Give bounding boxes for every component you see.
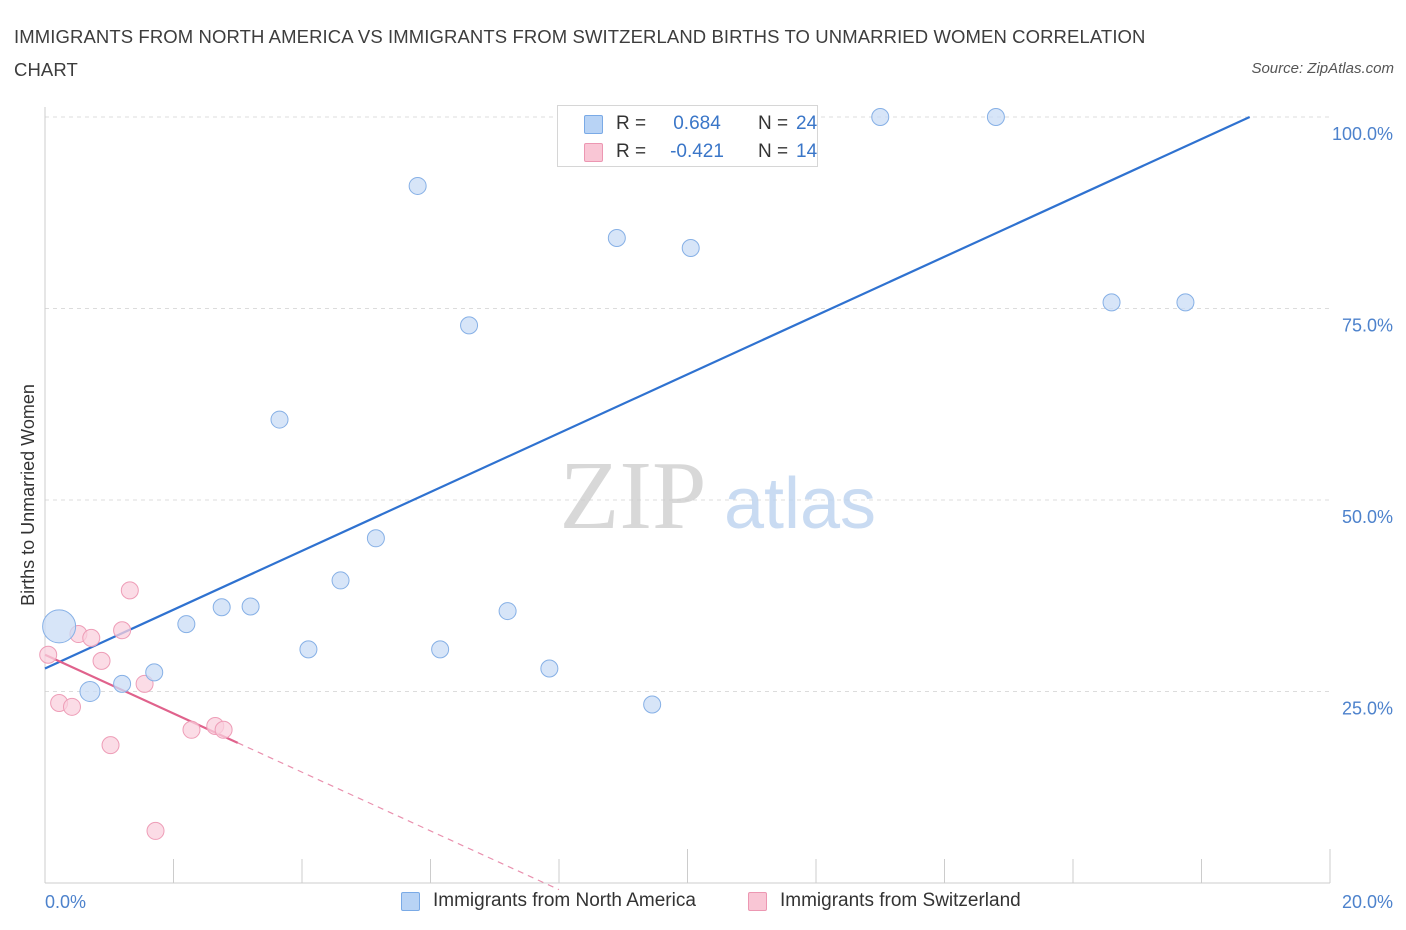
point-north-america	[145, 663, 164, 682]
point-north-america	[540, 659, 559, 678]
point-switzerland	[62, 697, 81, 716]
legend-n-label: N =	[758, 141, 789, 162]
watermark-atlas: atlas	[724, 464, 876, 544]
legend-n-value: 24	[796, 113, 818, 134]
legend-r-value: -0.421	[670, 141, 724, 162]
point-north-america	[607, 229, 626, 248]
point-switzerland	[120, 581, 139, 600]
trend-line-switzerland-extrapolated	[237, 742, 560, 891]
point-north-america	[681, 238, 700, 257]
series-swatch-pink	[748, 892, 767, 911]
point-switzerland	[214, 720, 233, 739]
trend-lines	[44, 115, 1251, 891]
source-credit: Source: ZipAtlas.com	[1251, 60, 1394, 77]
series-legend: Immigrants from North America Immigrants…	[0, 889, 1406, 915]
point-switzerland	[92, 651, 111, 670]
legend-r-value: 0.684	[673, 113, 721, 134]
point-switzerland	[146, 821, 165, 840]
data-points	[39, 108, 1195, 840]
point-north-america	[1176, 293, 1195, 312]
point-north-america	[299, 640, 318, 659]
point-switzerland	[113, 621, 132, 640]
legend-r-label: R =	[616, 113, 647, 134]
trend-line-north-america	[44, 115, 1251, 670]
series-legend-label: Immigrants from North America	[433, 890, 696, 911]
point-switzerland	[39, 645, 58, 664]
tick-labels: 25.0% 50.0% 75.0% 100.0% 0.0% 20.0%	[45, 124, 1393, 912]
point-north-america	[366, 529, 385, 548]
legend-swatch-pink	[584, 143, 603, 162]
point-switzerland	[182, 720, 201, 739]
y-tick-label: 75.0%	[1342, 316, 1393, 336]
trend-line-switzerland	[44, 653, 239, 744]
point-north-america	[113, 674, 132, 693]
x-tick-label: 0.0%	[45, 892, 86, 912]
point-switzerland	[101, 736, 120, 755]
legend-n-label: N =	[758, 113, 789, 134]
point-north-america	[177, 615, 196, 634]
x-tick-label: 20.0%	[1342, 892, 1393, 912]
point-north-america	[986, 108, 1005, 126]
chart-title: IMMIGRANTS FROM NORTH AMERICA VS IMMIGRA…	[14, 26, 1146, 80]
y-tick-label: 100.0%	[1332, 124, 1393, 144]
point-north-america	[42, 609, 77, 644]
point-north-america	[460, 316, 479, 335]
y-axis-label: Births to Unmarried Women	[18, 384, 38, 606]
watermark: ZIP atlas	[560, 442, 877, 550]
point-switzerland	[82, 628, 101, 647]
point-north-america	[270, 410, 289, 429]
grid-lines	[45, 116, 1330, 692]
y-tick-label: 50.0%	[1342, 507, 1393, 527]
point-north-america	[331, 571, 350, 590]
point-north-america	[212, 598, 231, 617]
legend-r-label: R =	[616, 141, 647, 162]
point-north-america	[498, 602, 517, 621]
point-north-america	[79, 681, 101, 702]
point-north-america	[241, 597, 260, 616]
correlation-legend: R = 0.684 N = 24 R = -0.421 N = 14	[557, 105, 818, 167]
point-north-america	[431, 640, 450, 659]
legend-swatch-blue	[584, 115, 603, 134]
legend-n-value: 14	[796, 141, 818, 162]
point-north-america	[643, 695, 662, 714]
point-north-america	[871, 108, 890, 126]
point-north-america	[1102, 293, 1121, 312]
axes	[44, 107, 1331, 884]
y-tick-label: 25.0%	[1342, 699, 1393, 719]
watermark-zip: ZIP	[560, 442, 707, 550]
series-swatch-blue	[401, 892, 420, 911]
series-legend-label: Immigrants from Switzerland	[780, 890, 1021, 911]
point-switzerland	[135, 674, 154, 693]
point-north-america	[408, 176, 427, 195]
